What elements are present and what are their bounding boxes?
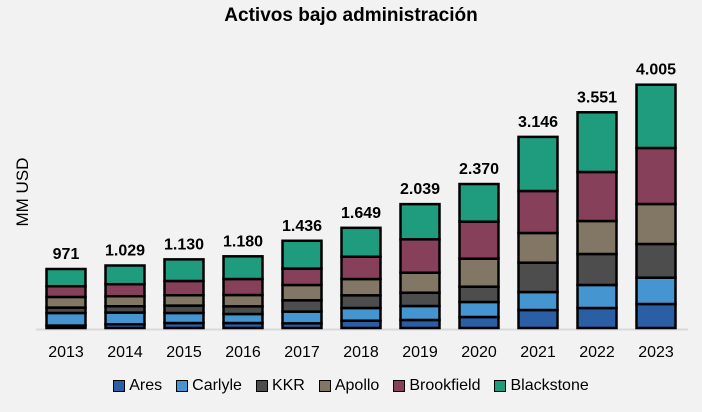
x-tick-label-2017: 2017 bbox=[284, 344, 320, 361]
bar-segment-blackstone-2018 bbox=[340, 226, 382, 258]
bar-segment-brookfield-2013 bbox=[45, 285, 87, 299]
total-label-2013: 971 bbox=[53, 246, 80, 263]
chart-title: Activos bajo administración bbox=[224, 5, 478, 26]
x-tick-label-2020: 2020 bbox=[461, 344, 497, 361]
legend-item-kkr: KKR bbox=[255, 377, 305, 395]
bar-segment-carlyle-2017 bbox=[281, 310, 323, 325]
bar-segment-carlyle-2014 bbox=[104, 311, 146, 326]
bar-segment-apollo-2016 bbox=[222, 293, 264, 308]
legend-label: Brookfield bbox=[409, 377, 481, 394]
bar-segment-kkr-2020 bbox=[458, 285, 500, 304]
legend-label: KKR bbox=[271, 377, 305, 394]
bar-segment-apollo-2019 bbox=[399, 271, 441, 294]
total-label-2016: 1.180 bbox=[223, 233, 263, 250]
legend-label: Blackstone bbox=[510, 377, 589, 394]
bar-segment-apollo-2020 bbox=[458, 257, 500, 288]
bar-segment-brookfield-2018 bbox=[340, 255, 382, 281]
bar-segment-carlyle-2016 bbox=[222, 312, 264, 325]
total-label-2018: 1.649 bbox=[341, 205, 381, 222]
x-tick-label-2023: 2023 bbox=[638, 344, 674, 361]
bar-segment-brookfield-2023 bbox=[635, 146, 677, 206]
legend-item-apollo: Apollo bbox=[318, 377, 380, 395]
x-tick-label-2016: 2016 bbox=[225, 344, 261, 361]
bar-segment-apollo-2017 bbox=[281, 283, 323, 302]
legend-swatch bbox=[494, 380, 507, 392]
bar-segment-blackstone-2013 bbox=[45, 267, 87, 288]
bar-segment-apollo-2021 bbox=[517, 231, 559, 264]
x-tick-label-2013: 2013 bbox=[48, 344, 84, 361]
bar-segment-apollo-2013 bbox=[45, 295, 87, 309]
bar-segment-kkr-2017 bbox=[281, 299, 323, 313]
total-label-2023: 4.005 bbox=[636, 62, 676, 79]
bar-segment-brookfield-2017 bbox=[281, 267, 323, 287]
legend-swatch bbox=[318, 380, 331, 392]
bar-segment-carlyle-2020 bbox=[458, 300, 500, 319]
bar-segment-blackstone-2023 bbox=[635, 83, 677, 150]
x-tick-label-2019: 2019 bbox=[402, 344, 438, 361]
bar-segment-carlyle-2013 bbox=[45, 311, 87, 327]
legend-label: Apollo bbox=[334, 377, 380, 394]
bar-segment-brookfield-2014 bbox=[104, 282, 146, 298]
bar-segment-brookfield-2020 bbox=[458, 220, 500, 260]
bar-segment-brookfield-2015 bbox=[163, 279, 205, 297]
legend-item-carlyle: Carlyle bbox=[176, 377, 242, 395]
x-tick-label-2015: 2015 bbox=[166, 344, 202, 361]
bar-segment-apollo-2018 bbox=[340, 277, 382, 297]
bar-segment-kkr-2019 bbox=[399, 291, 441, 308]
bar-segment-kkr-2023 bbox=[635, 242, 677, 279]
legend-item-brookfield: Brookfield bbox=[393, 377, 480, 395]
bar-segment-ares-2020 bbox=[458, 315, 500, 330]
bar-segment-kkr-2022 bbox=[576, 252, 618, 287]
total-label-2014: 1.029 bbox=[105, 242, 145, 259]
bar-segment-carlyle-2023 bbox=[635, 276, 677, 306]
legend-swatch bbox=[393, 380, 406, 392]
bar-segment-brookfield-2016 bbox=[222, 277, 264, 297]
bar-segment-blackstone-2021 bbox=[517, 135, 559, 193]
legend-item-blackstone: Blackstone bbox=[494, 377, 589, 395]
total-label-2015: 1.130 bbox=[164, 236, 204, 253]
bar-segment-brookfield-2019 bbox=[399, 238, 441, 274]
bar-segment-carlyle-2022 bbox=[576, 283, 618, 310]
bar-segment-apollo-2022 bbox=[576, 219, 618, 256]
legend-swatch bbox=[255, 380, 268, 392]
bar-segment-kkr-2021 bbox=[517, 261, 559, 294]
bar-segment-apollo-2015 bbox=[163, 294, 205, 307]
bar-segment-blackstone-2022 bbox=[576, 111, 618, 174]
bar-segment-brookfield-2022 bbox=[576, 170, 618, 223]
bar-segment-blackstone-2019 bbox=[399, 202, 441, 241]
x-tick-label-2022: 2022 bbox=[579, 344, 615, 361]
bar-segment-carlyle-2021 bbox=[517, 290, 559, 312]
bar-segment-ares-2021 bbox=[517, 308, 559, 330]
legend-item-ares: Ares bbox=[113, 377, 162, 395]
bar-segment-blackstone-2017 bbox=[281, 239, 323, 270]
legend-label: Ares bbox=[129, 377, 163, 394]
bar-segment-blackstone-2015 bbox=[163, 258, 205, 283]
legend-swatch bbox=[176, 380, 189, 392]
bar-segment-brookfield-2021 bbox=[517, 189, 559, 235]
legend: Ares Carlyle KKR Apollo Brookfield Blackstone bbox=[0, 377, 702, 395]
bar-segment-carlyle-2019 bbox=[399, 304, 441, 322]
bar-segment-kkr-2018 bbox=[340, 294, 382, 310]
bar-segment-blackstone-2020 bbox=[458, 182, 500, 223]
legend-swatch bbox=[113, 380, 126, 392]
x-tick-label-2021: 2021 bbox=[520, 344, 556, 361]
bar-segment-ares-2022 bbox=[576, 306, 618, 330]
legend-label: Carlyle bbox=[192, 377, 242, 394]
x-tick-label-2014: 2014 bbox=[107, 344, 143, 361]
bar-segment-apollo-2023 bbox=[635, 202, 677, 246]
total-label-2021: 3.146 bbox=[518, 114, 558, 131]
total-label-2019: 2.039 bbox=[400, 181, 440, 198]
bar-segment-carlyle-2018 bbox=[340, 306, 382, 322]
bar-segment-blackstone-2016 bbox=[222, 255, 264, 281]
bar-segment-carlyle-2015 bbox=[163, 311, 205, 325]
total-label-2017: 1.436 bbox=[282, 218, 322, 235]
bar-segment-ares-2023 bbox=[635, 302, 677, 330]
bar-segment-apollo-2014 bbox=[104, 294, 146, 308]
x-tick-label-2018: 2018 bbox=[343, 344, 379, 361]
bar-segment-blackstone-2014 bbox=[104, 264, 146, 286]
total-label-2020: 2.370 bbox=[459, 161, 499, 178]
total-label-2022: 3.551 bbox=[577, 89, 617, 106]
